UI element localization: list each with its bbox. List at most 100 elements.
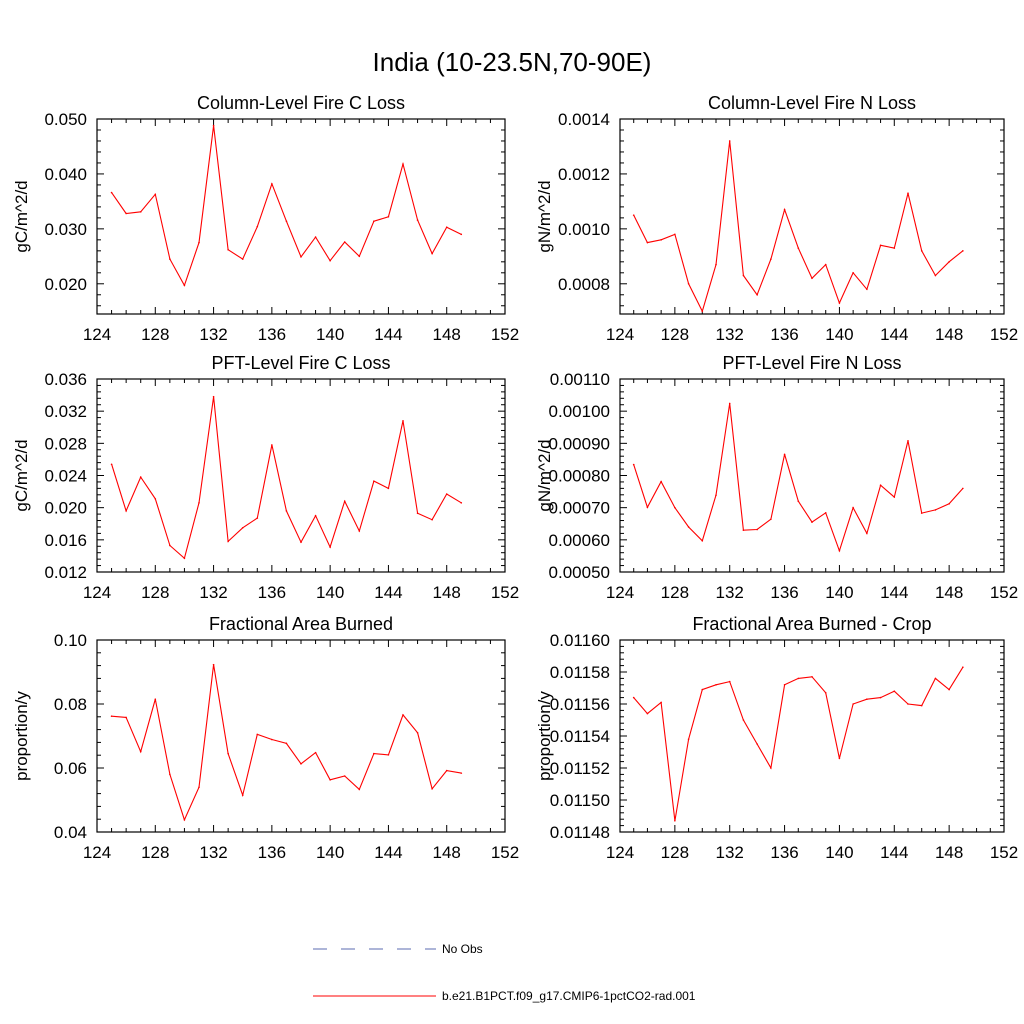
- data-point: [948, 503, 950, 505]
- data-point: [431, 252, 433, 255]
- x-tick-label: 148: [433, 843, 461, 862]
- y-tick-label: 0.020: [44, 275, 87, 294]
- x-tick-label: 128: [661, 583, 689, 602]
- data-point: [728, 680, 731, 683]
- data-point: [154, 498, 157, 500]
- data-point: [110, 463, 113, 466]
- data-point: [343, 500, 346, 503]
- x-tick-label: 132: [716, 325, 744, 344]
- x-tick-label: 152: [990, 843, 1018, 862]
- x-tick-label: 128: [141, 583, 169, 602]
- data-point: [811, 676, 813, 678]
- panel-title: PFT-Level Fire N Loss: [722, 353, 901, 373]
- x-tick-label: 128: [661, 325, 689, 344]
- chart-panel-4: PFT-Level Fire N Loss gN/m^2/d 124 128 132 13…: [535, 353, 1018, 602]
- y-tick-label: 0.08: [54, 695, 87, 714]
- data-point: [852, 272, 854, 274]
- x-tick-label: 124: [83, 583, 111, 602]
- data-point: [387, 215, 390, 218]
- data-point: [402, 163, 404, 165]
- data-point: [110, 191, 113, 194]
- data-point: [632, 696, 635, 699]
- data-point: [701, 539, 704, 542]
- data-point: [343, 241, 346, 243]
- data-point: [183, 557, 186, 560]
- panel-title: PFT-Level Fire C Loss: [211, 353, 390, 373]
- x-tick-label: 152: [990, 583, 1018, 602]
- data-point: [271, 444, 273, 446]
- data-point: [110, 715, 113, 717]
- y-tick-label: 0.016: [44, 531, 87, 550]
- data-point: [783, 208, 786, 211]
- data-point: [866, 698, 868, 700]
- data-point: [701, 688, 704, 691]
- y-tick-label: 0.00060: [549, 531, 610, 550]
- data-point: [256, 225, 259, 228]
- data-point: [687, 526, 690, 528]
- data-point: [198, 241, 200, 244]
- x-tick-label: 132: [199, 325, 227, 344]
- data-point: [241, 526, 244, 529]
- y-tick-label: 0.01154: [550, 727, 610, 746]
- series-line: [633, 140, 964, 313]
- x-tick-label: 140: [316, 583, 344, 602]
- x-tick-label: 124: [606, 843, 634, 862]
- data-point: [907, 439, 909, 442]
- data-point: [373, 752, 375, 755]
- x-tick-label: 136: [770, 325, 798, 344]
- data-point: [920, 512, 923, 514]
- data-point: [227, 752, 229, 755]
- data-point: [770, 518, 772, 521]
- data-point: [256, 517, 259, 519]
- data-point: [183, 284, 186, 287]
- data-point: [893, 247, 896, 249]
- data-point: [632, 463, 635, 466]
- data-point: [770, 767, 772, 769]
- data-point: [139, 750, 142, 753]
- data-point: [811, 521, 813, 523]
- panel-title: Fractional Area Burned - Crop: [692, 614, 931, 634]
- x-tick-label: 124: [606, 325, 634, 344]
- data-point: [756, 743, 758, 745]
- data-point: [212, 663, 215, 666]
- data-point: [314, 751, 317, 754]
- data-point: [934, 509, 937, 511]
- data-point: [445, 493, 448, 495]
- data-point: [329, 779, 331, 781]
- data-point: [907, 703, 909, 705]
- data-point: [838, 302, 841, 304]
- panels: Column-Level Fire C Loss gC/m^2/d 124 128 13…: [12, 93, 1018, 862]
- data-point: [742, 529, 745, 531]
- data-point: [358, 255, 361, 258]
- data-point: [227, 540, 229, 543]
- data-point: [416, 512, 419, 515]
- data-point: [783, 453, 786, 456]
- chart-panel-1: Column-Level Fire C Loss gC/m^2/d 124 128 13…: [12, 93, 519, 344]
- legend-label: b.e21.B1PCT.f09_g17.CMIP6-1pctCO2-rad.00…: [442, 989, 696, 1003]
- data-point: [256, 733, 259, 736]
- data-point: [962, 250, 964, 252]
- data-point: [674, 820, 676, 822]
- y-tick-label: 0.00110: [550, 370, 610, 389]
- data-point: [329, 546, 331, 548]
- data-point: [756, 293, 758, 296]
- y-tick-label: 0.050: [44, 110, 87, 129]
- y-axis-label: proportion/y: [535, 691, 554, 781]
- panel-title: Column-Level Fire N Loss: [708, 93, 916, 113]
- y-tick-label: 0.040: [44, 165, 87, 184]
- x-tick-label: 144: [374, 583, 402, 602]
- y-tick-label: 0.01158: [550, 663, 610, 682]
- data-point: [934, 274, 937, 277]
- data-point: [343, 775, 346, 777]
- x-tick-label: 136: [258, 325, 286, 344]
- plot-frame: [619, 118, 1005, 315]
- data-point: [687, 282, 690, 285]
- x-tick-label: 152: [491, 325, 519, 344]
- x-tick-label: 128: [661, 843, 689, 862]
- y-tick-label: 0.00100: [549, 402, 610, 421]
- data-point: [227, 248, 229, 251]
- data-point: [660, 701, 662, 704]
- data-point: [838, 757, 841, 760]
- x-tick-label: 152: [990, 325, 1018, 344]
